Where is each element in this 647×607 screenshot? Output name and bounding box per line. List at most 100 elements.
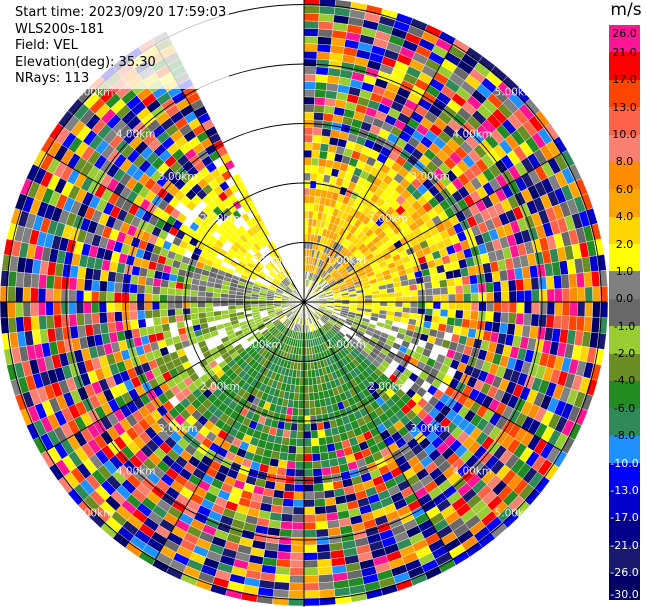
range-gate — [303, 590, 320, 599]
range-gate — [295, 446, 305, 455]
range-gate — [439, 286, 449, 295]
range-gate — [291, 529, 305, 538]
range-gate — [281, 436, 290, 446]
range-gate — [114, 311, 123, 323]
range-gate — [91, 279, 101, 292]
ring-label: 5.00km — [495, 507, 535, 519]
range-gate — [68, 277, 78, 291]
range-gate — [205, 311, 215, 318]
range-gate — [455, 301, 464, 311]
range-gate — [22, 301, 31, 317]
range-gate — [190, 312, 200, 321]
range-gate — [303, 430, 312, 439]
colorbar-tick-label: 26.0 — [612, 26, 637, 40]
range-gate — [322, 420, 332, 430]
range-gate — [501, 291, 510, 303]
range-gate — [189, 301, 198, 309]
range-gate — [379, 293, 388, 299]
range-gate — [408, 283, 418, 292]
colorbar-tick-label: 17.0 — [612, 73, 637, 87]
range-gate — [379, 301, 388, 307]
range-gate — [584, 301, 593, 318]
range-gate — [30, 315, 40, 331]
range-gate — [303, 73, 317, 83]
range-gate — [298, 392, 305, 401]
range-gate — [129, 301, 138, 312]
range-gate — [167, 294, 176, 303]
range-gate — [220, 305, 229, 311]
range-gate — [114, 281, 123, 293]
range-gate — [468, 274, 478, 285]
range-gate — [297, 415, 305, 424]
range-gate — [491, 270, 501, 283]
range-gate — [190, 307, 199, 315]
range-gate — [303, 544, 318, 553]
range-gate — [461, 275, 471, 286]
range-gate — [303, 362, 308, 371]
range-gate — [159, 309, 169, 318]
range-gate — [401, 285, 410, 292]
range-gate — [324, 428, 333, 438]
range-gate — [311, 453, 321, 462]
range-gate — [293, 499, 305, 508]
range-gate — [285, 468, 296, 477]
range-gate — [569, 301, 578, 317]
range-gate — [313, 112, 325, 121]
range-gate — [424, 288, 434, 296]
range-gate — [438, 279, 448, 288]
range-gate — [299, 370, 305, 379]
range-gate — [561, 301, 571, 317]
range-gate — [30, 301, 39, 317]
range-gate — [189, 295, 198, 303]
range-gate — [303, 165, 312, 174]
range-gate — [190, 289, 199, 297]
start-time: Start time: 2023/09/20 17:59:03 — [15, 5, 227, 20]
range-gate — [145, 317, 155, 328]
range-gate — [501, 301, 510, 313]
range-gate — [129, 283, 138, 294]
range-gate — [508, 290, 517, 303]
range-gate — [303, 392, 310, 401]
range-gate — [468, 319, 478, 330]
range-gate — [152, 309, 161, 319]
range-gate — [235, 305, 244, 310]
range-gate — [508, 301, 517, 314]
range-gate — [303, 180, 311, 189]
range-gate — [583, 316, 593, 333]
range-gate — [176, 320, 186, 330]
range-gate — [303, 203, 310, 212]
range-gate — [303, 210, 309, 219]
range-gate — [152, 277, 162, 288]
range-gate — [60, 276, 70, 290]
range-gate — [45, 301, 54, 316]
range-gate — [7, 270, 17, 288]
range-gate — [282, 429, 291, 439]
range-gate — [523, 301, 533, 315]
range-gate — [546, 301, 555, 316]
range-gate — [303, 575, 319, 584]
range-gate — [75, 289, 85, 303]
range-gate — [439, 309, 449, 318]
colorbar-tick-label: -1.0 — [613, 319, 636, 333]
range-gate — [417, 289, 426, 297]
range-gate — [314, 399, 321, 408]
range-gate — [448, 301, 457, 311]
range-gate — [296, 438, 305, 447]
range-gate — [212, 297, 221, 303]
range-gate — [310, 430, 319, 439]
range-gate — [303, 408, 311, 417]
ring-label: 3.00km — [410, 171, 450, 183]
colorbar-title: m/s — [610, 0, 642, 20]
range-gate — [277, 459, 288, 469]
range-gate — [291, 521, 305, 531]
range-gate — [492, 311, 502, 323]
range-gate — [287, 453, 297, 462]
range-gate — [276, 558, 291, 568]
range-gate — [295, 461, 305, 470]
range-gate — [453, 317, 463, 328]
range-gate — [290, 552, 305, 561]
range-gate — [23, 316, 33, 332]
range-gate — [274, 482, 286, 492]
range-gate — [276, 551, 292, 561]
